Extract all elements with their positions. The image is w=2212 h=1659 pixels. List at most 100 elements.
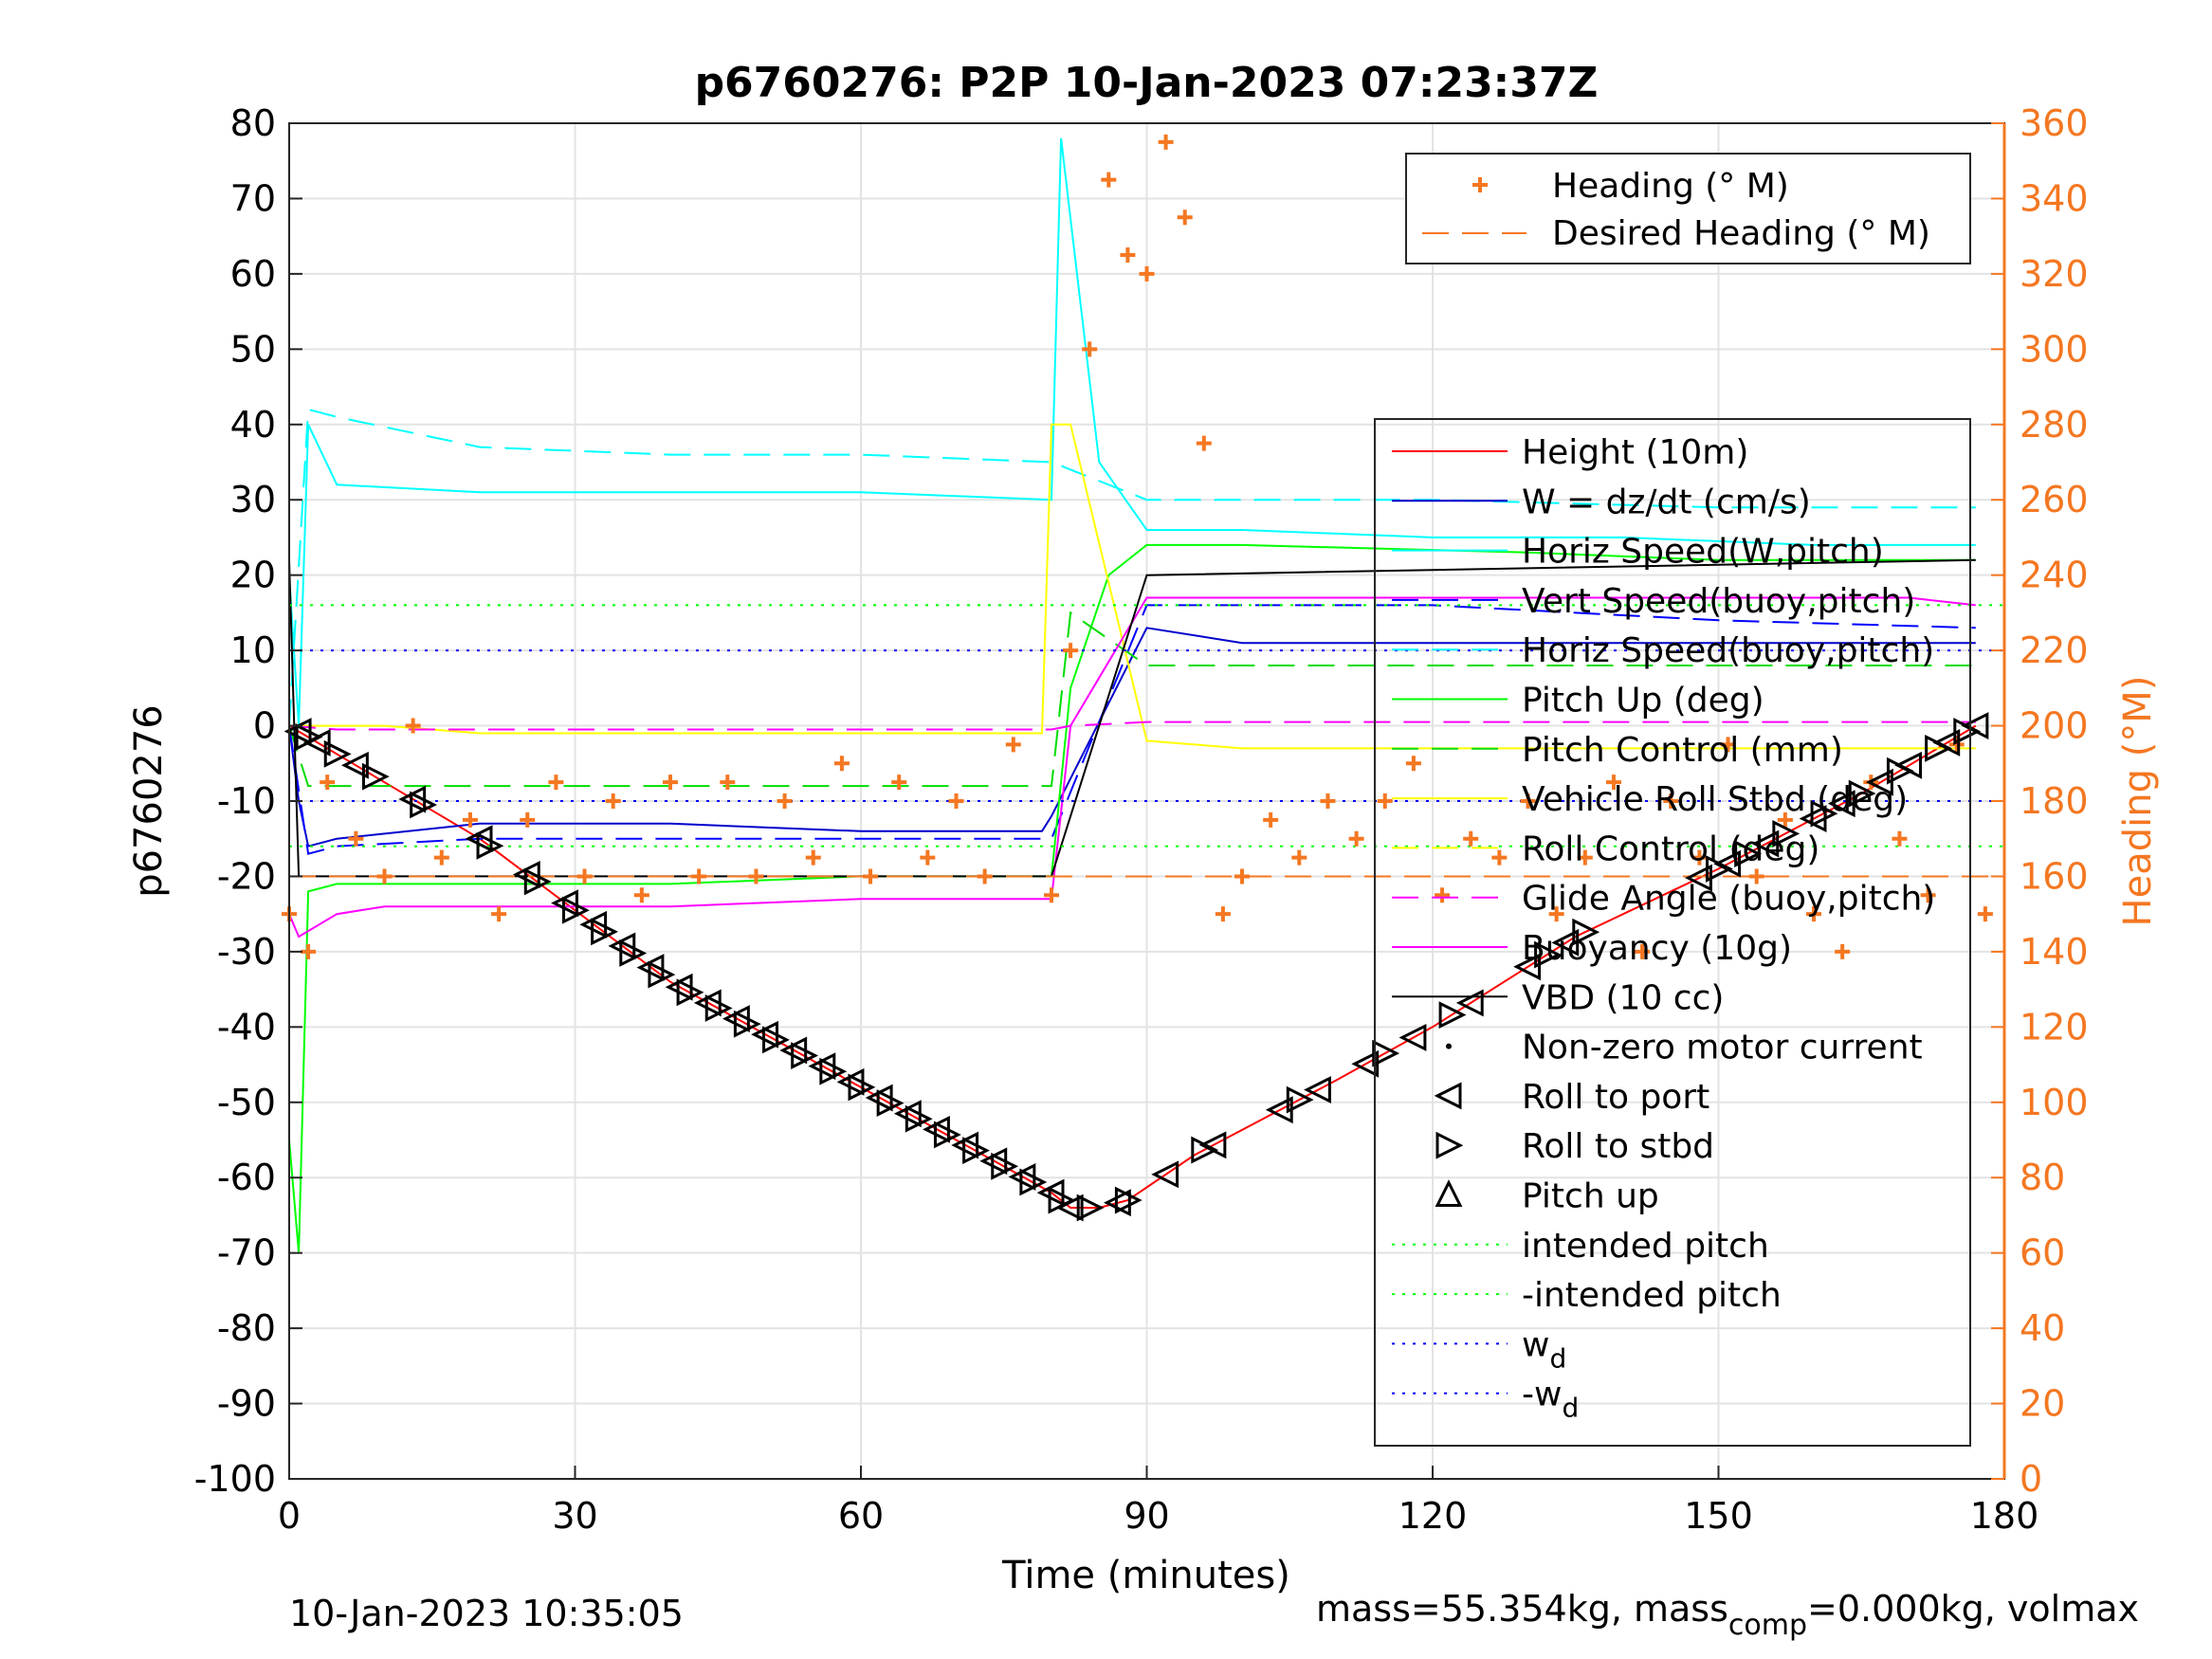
heading-point xyxy=(576,868,593,884)
legend-subscript: d xyxy=(1562,1393,1579,1424)
heading-point xyxy=(1377,793,1393,809)
y2-tick-label: 300 xyxy=(2020,328,2089,370)
y-tick-label: 20 xyxy=(230,555,276,596)
roll-to-port-marker xyxy=(1036,1178,1065,1207)
heading-point xyxy=(1177,210,1193,226)
roll-to-stbd-marker xyxy=(1114,1186,1143,1214)
heading-point xyxy=(691,868,707,884)
series-line xyxy=(288,596,1976,939)
heading-point xyxy=(1005,737,1021,753)
roll-to-stbd-marker xyxy=(676,978,704,1007)
series-line xyxy=(288,627,1976,848)
heading-point xyxy=(1139,265,1155,282)
heading-point xyxy=(1892,830,1908,847)
roll-to-port-marker xyxy=(636,954,665,981)
x-tick-label: 60 xyxy=(838,1495,884,1537)
x-tick-label: 90 xyxy=(1124,1495,1169,1537)
heading-point xyxy=(1548,906,1564,922)
roll-to-stbd-marker xyxy=(1534,940,1562,969)
heading-point xyxy=(1691,849,1708,866)
roll-to-stbd-marker xyxy=(1076,1194,1105,1222)
footer-mass: mass=55.354kg, masscomp=0.000kg, volmax xyxy=(1316,1588,2139,1642)
y2-tick-label: 80 xyxy=(2020,1157,2065,1198)
roll-to-stbd-marker xyxy=(704,994,733,1022)
y-tick-label: -10 xyxy=(217,780,276,822)
heading-point xyxy=(1082,341,1098,357)
x-tick-label: 120 xyxy=(1398,1495,1468,1537)
heading-point xyxy=(320,775,336,791)
legend-label: -intended pitch xyxy=(1522,1276,1782,1315)
heading-point xyxy=(748,868,764,884)
roll-to-stbd-marker xyxy=(819,1057,848,1085)
y2-tick-label: 140 xyxy=(2020,931,2089,973)
legend-label: Horiz Speed(buoy,pitch) xyxy=(1522,631,1934,670)
y-tick-label: -70 xyxy=(217,1232,276,1274)
legend-label: W = dz/dt (cm/s) xyxy=(1522,483,1811,521)
roll-to-stbd-marker xyxy=(410,791,438,819)
heading-legend-label: Heading (° M) xyxy=(1552,167,1789,206)
grid xyxy=(288,122,2005,1480)
roll-to-stbd-marker xyxy=(295,723,323,751)
roll-to-stbd-marker xyxy=(361,762,390,791)
roll-to-port-marker xyxy=(1151,1160,1179,1189)
series-line xyxy=(288,137,1976,726)
roll-to-stbd-marker xyxy=(1953,718,1982,745)
series-line xyxy=(288,724,1977,1209)
roll-to-stbd-marker xyxy=(1019,1168,1048,1196)
heading-point xyxy=(1405,756,1421,772)
legend-label: Pitch up xyxy=(1522,1177,1659,1216)
heading-point xyxy=(1291,849,1307,866)
main-legend-box xyxy=(1374,418,1971,1447)
y-tick-label: 10 xyxy=(230,629,276,671)
y-tick-label: -100 xyxy=(194,1458,276,1500)
roll-to-stbd-marker xyxy=(476,831,504,860)
legend-marker-port xyxy=(1434,1082,1462,1110)
series-line xyxy=(288,408,1976,726)
roll-to-port-marker xyxy=(1103,1189,1131,1217)
chart-title: p6760276: P2P 10-Jan-2023 07:23:37Z xyxy=(695,59,1599,107)
y2-tick-label: 200 xyxy=(2020,705,2089,747)
heading-point xyxy=(948,793,964,809)
heading-point xyxy=(1263,811,1279,828)
heading-point xyxy=(348,830,364,847)
roll-to-stbd-marker xyxy=(876,1089,905,1117)
y-tick-label: 40 xyxy=(230,404,276,446)
heading-point xyxy=(491,906,507,922)
footer-mass-prefix: mass=55.354kg, mass xyxy=(1316,1588,1728,1630)
heading-point xyxy=(1463,830,1479,847)
y2-tick-label: 260 xyxy=(2020,479,2089,520)
roll-to-port-marker xyxy=(465,825,493,853)
legend-marker-up xyxy=(1435,1179,1463,1207)
heading-point xyxy=(833,756,850,772)
heading-point xyxy=(1720,737,1736,753)
legend-label: Pitch Up (deg) xyxy=(1522,682,1764,720)
series-line xyxy=(288,611,1976,788)
heading-point xyxy=(462,811,478,828)
y-tick-label: 80 xyxy=(230,102,276,144)
y2-tick-label: 360 xyxy=(2020,102,2089,144)
roll-to-stbd-marker xyxy=(991,1152,1019,1180)
roll-to-port-marker xyxy=(579,910,608,939)
heading-point xyxy=(520,811,536,828)
roll-to-stbd-marker xyxy=(1572,918,1600,946)
roll-to-port-marker xyxy=(608,932,636,960)
y-tick-label: -80 xyxy=(217,1307,276,1349)
marker-layer xyxy=(283,712,1989,1222)
roll-to-stbd-marker xyxy=(1372,1039,1400,1067)
y-tick-label: 30 xyxy=(230,479,276,520)
heading-point xyxy=(1605,775,1621,791)
roll-to-stbd-marker xyxy=(1734,840,1763,868)
roll-to-stbd-marker xyxy=(1438,1001,1467,1030)
heading-point xyxy=(301,943,317,959)
heading-point xyxy=(1777,811,1793,828)
heading-point xyxy=(805,849,821,866)
y2-tick-label: 220 xyxy=(2020,629,2089,671)
heading-point xyxy=(433,849,449,866)
roll-to-stbd-marker xyxy=(1886,757,1914,785)
y-tick-label: -90 xyxy=(217,1383,276,1425)
roll-to-stbd-marker xyxy=(1925,734,1953,762)
heading-point xyxy=(1635,943,1651,959)
legend-label: Non-zero motor current xyxy=(1522,1029,1923,1067)
roll-to-stbd-marker xyxy=(562,896,590,924)
